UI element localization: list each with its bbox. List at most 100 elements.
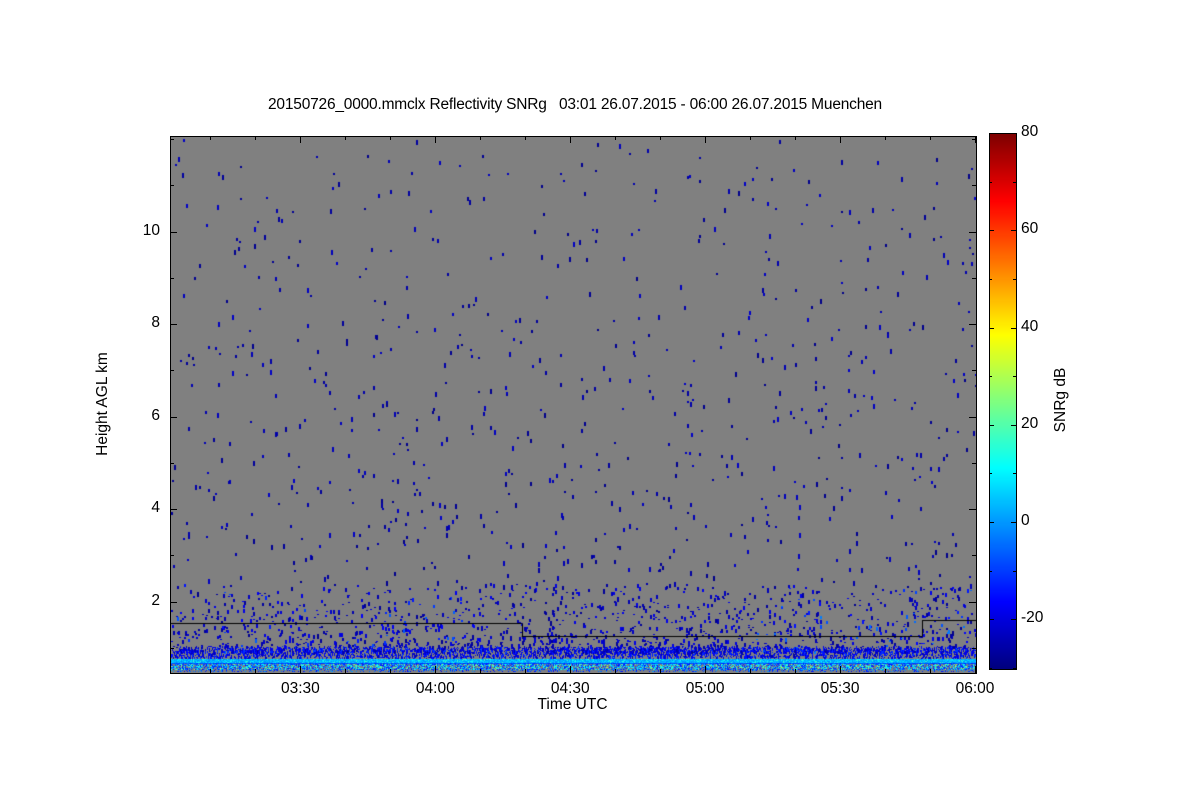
colorbar-tick-minor-left <box>989 376 992 378</box>
y-tick-major-right <box>969 601 976 603</box>
x-tick-major-top <box>840 136 842 143</box>
colorbar-tick-label: 60 <box>1021 220 1039 238</box>
colorbar-tick-minor <box>1013 181 1017 183</box>
colorbar-tick-label: 80 <box>1021 123 1039 140</box>
x-tick-minor-top <box>525 136 527 140</box>
y-tick-major-right <box>969 509 976 511</box>
reflectivity-heatmap-canvas <box>171 137 976 673</box>
colorbar-tick-major <box>1011 424 1017 426</box>
x-tick-label: 06:00 <box>955 680 995 697</box>
x-tick-minor-top <box>750 136 752 140</box>
y-tick-major <box>170 324 177 326</box>
y-axis-title: Height AGL km <box>94 352 111 456</box>
x-tick-major <box>705 666 707 673</box>
page-title: 20150726_0000.mmclx Reflectivity SNRg 03… <box>268 96 882 113</box>
colorbar-tick-minor-left <box>989 570 992 572</box>
x-tick-label: 04:30 <box>550 680 590 697</box>
y-tick-major-right <box>969 231 976 233</box>
x-tick-major <box>570 666 572 673</box>
x-tick-major <box>975 666 976 673</box>
colorbar-tick-label: 20 <box>1021 414 1039 432</box>
y-tick-minor-right <box>972 139 976 141</box>
y-tick-minor-right <box>972 462 976 464</box>
colorbar-title: SNRg dB <box>1052 367 1069 433</box>
y-tick-minor-right <box>972 185 976 187</box>
x-tick-major-top <box>975 136 976 143</box>
colorbar-tick-minor-left <box>989 181 992 183</box>
colorbar-tick-label: -20 <box>1021 609 1044 627</box>
colorbar-tick-minor-left <box>989 278 992 280</box>
x-tick-major-top <box>435 136 437 143</box>
x-tick-minor-top <box>480 136 482 140</box>
y-tick-major <box>170 231 177 233</box>
x-tick-major <box>435 666 437 673</box>
x-tick-minor-top <box>390 136 392 140</box>
y-tick-label: 8 <box>151 314 160 332</box>
x-tick-minor <box>390 669 392 673</box>
colorbar-tick-major <box>1011 327 1017 329</box>
colorbar-gradient <box>990 134 1016 669</box>
x-tick-minor-top <box>660 136 662 140</box>
x-tick-minor-top <box>885 136 887 140</box>
colorbar-tick-major-left <box>989 619 994 621</box>
x-tick-minor <box>210 669 212 673</box>
x-tick-minor-top <box>615 136 617 140</box>
x-tick-minor <box>885 669 887 673</box>
colorbar-tick-major-left <box>989 230 994 232</box>
x-axis-title: Time UTC <box>537 696 608 713</box>
colorbar-tick-minor-left <box>989 668 992 669</box>
colorbar <box>989 133 1017 670</box>
y-tick-label: 6 <box>151 406 160 424</box>
x-tick-major-top <box>570 136 572 143</box>
colorbar-tick-major <box>1011 619 1017 621</box>
x-tick-minor-top <box>795 136 797 140</box>
y-tick-minor-right <box>972 647 976 649</box>
x-tick-major-top <box>300 136 302 143</box>
y-tick-minor <box>170 462 174 464</box>
y-tick-minor-right <box>972 555 976 557</box>
x-tick-label: 04:00 <box>415 680 455 697</box>
x-tick-label: 05:00 <box>685 680 725 697</box>
y-tick-label: 2 <box>151 591 160 609</box>
colorbar-tick-major-left <box>989 424 994 426</box>
y-tick-minor-right <box>972 370 976 372</box>
y-tick-major <box>170 601 177 603</box>
x-tick-minor-top <box>255 136 257 140</box>
x-tick-label: 05:30 <box>820 680 860 697</box>
y-tick-major <box>170 416 177 418</box>
y-tick-minor <box>170 277 174 279</box>
colorbar-tick-minor <box>1013 278 1017 280</box>
plot-axes <box>170 136 977 674</box>
x-tick-minor-top <box>930 136 932 140</box>
x-tick-minor <box>480 669 482 673</box>
colorbar-tick-major <box>1011 522 1017 524</box>
y-tick-label: 4 <box>151 499 160 517</box>
colorbar-tick-minor <box>1013 376 1017 378</box>
y-tick-minor <box>170 555 174 557</box>
y-tick-major <box>170 509 177 511</box>
y-tick-minor <box>170 647 174 649</box>
colorbar-tick-major-left <box>989 133 994 134</box>
x-tick-major <box>840 666 842 673</box>
colorbar-tick-minor-left <box>989 473 992 475</box>
colorbar-tick-label: 0 <box>1021 512 1030 530</box>
y-tick-minor <box>170 370 174 372</box>
colorbar-tick-minor <box>1013 668 1017 669</box>
x-tick-minor <box>750 669 752 673</box>
y-tick-major-right <box>969 324 976 326</box>
y-tick-major-right <box>969 416 976 418</box>
x-tick-major-top <box>705 136 707 143</box>
colorbar-tick-minor <box>1013 473 1017 475</box>
colorbar-tick-label: 40 <box>1021 317 1039 335</box>
y-tick-label: 10 <box>142 221 160 239</box>
colorbar-tick-major-left <box>989 522 994 524</box>
colorbar-tick-major <box>1011 230 1017 232</box>
y-tick-minor <box>170 185 174 187</box>
x-tick-minor <box>795 669 797 673</box>
x-tick-label: 03:30 <box>281 680 320 697</box>
x-tick-minor <box>255 669 257 673</box>
x-tick-minor <box>615 669 617 673</box>
x-tick-minor <box>930 669 932 673</box>
x-tick-minor-top <box>345 136 347 140</box>
